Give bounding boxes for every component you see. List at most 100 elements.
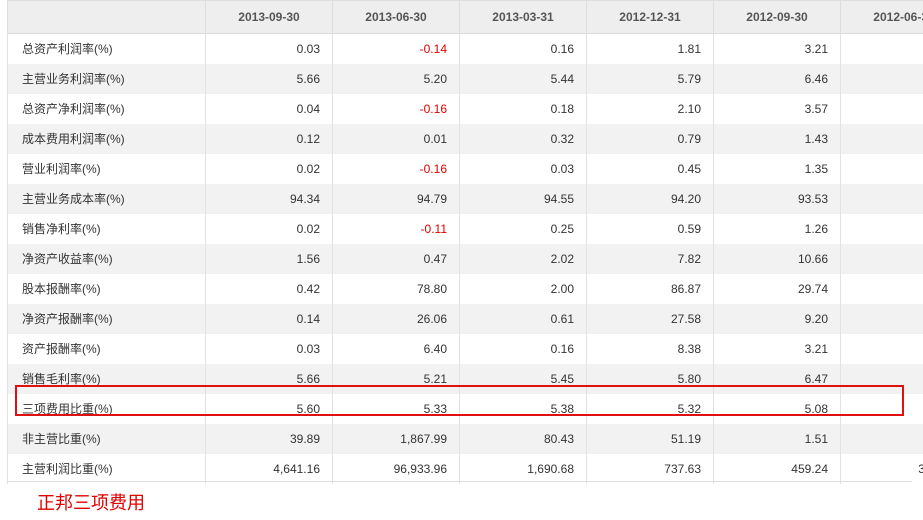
cell-value: 93.48 (840, 183, 923, 214)
table-body: 总资产利润率(%)0.03-0.140.161.813.212.52主营业务利润… (7, 33, 923, 484)
cell-value: 5.21 (332, 363, 460, 394)
cell-value: 0.42 (205, 273, 333, 304)
cell-value: 0.01 (332, 123, 460, 154)
cell-value: 5.32 (586, 393, 714, 424)
row-label: 主营业务成本率(%) (7, 183, 206, 214)
cell-value: 1.75 (840, 123, 923, 154)
header-row: 2013-09-30 2013-06-30 2013-03-31 2012-12-31… (7, 0, 923, 34)
cell-value: -0.14 (332, 33, 460, 64)
cell-value: 1.56 (205, 243, 333, 274)
cell-value: 0.59 (586, 213, 714, 244)
cell-value: 5.08 (713, 393, 841, 424)
cell-value: 2.73 (840, 93, 923, 124)
header-date: 2013-09-30 (205, 0, 333, 34)
row-label: 净资产收益率(%) (7, 243, 206, 274)
cell-value: 0.04 (205, 93, 333, 124)
row-label: 成本费用利润率(%) (7, 123, 206, 154)
cell-value: 5.33 (332, 393, 460, 424)
cell-value: 86.87 (586, 273, 714, 304)
cell-value: 5.79 (586, 63, 714, 94)
cell-value: 0.45 (586, 153, 714, 184)
table-row: 主营业务利润率(%)5.665.205.445.796.466.52 (7, 63, 923, 94)
table-row: 成本费用利润率(%)0.120.010.320.791.431.75 (7, 123, 923, 154)
cell-value: 2.52 (840, 33, 923, 64)
cell-value: 51.19 (586, 423, 714, 454)
cell-value: 0.03 (205, 333, 333, 364)
cell-value: 5.45 (459, 363, 587, 394)
cell-value: 93.53 (713, 183, 841, 214)
table-header: 2013-09-30 2013-06-30 2013-03-31 2012-12-31… (7, 0, 923, 34)
cell-value: 5.60 (205, 393, 333, 424)
cell-value: 6.47 (713, 363, 841, 394)
cell-value: 1.43 (713, 123, 841, 154)
cell-value: 0.02 (205, 153, 333, 184)
row-label: 净资产报酬率(%) (7, 303, 206, 334)
cell-value: 94.20 (586, 183, 714, 214)
cell-value: 6.46 (713, 63, 841, 94)
cell-value: 1.26 (713, 213, 841, 244)
cell-value: -0.16 (332, 93, 460, 124)
table-row: 销售毛利率(%)5.665.215.455.806.476.78 (7, 363, 923, 394)
cell-value: 0.79 (586, 123, 714, 154)
cell-value: 9.20 (713, 303, 841, 334)
cell-value: 1,867.99 (332, 423, 460, 454)
cell-value: 3.57 (713, 93, 841, 124)
cell-value: 96,933.96 (332, 453, 460, 484)
row-label: 销售净利率(%) (7, 213, 206, 244)
cell-value: 5.44 (459, 63, 587, 94)
cell-value: 0.18 (459, 93, 587, 124)
cell-value: 0.03 (459, 153, 587, 184)
table-bottom-border (7, 481, 912, 482)
table-row: 主营利润比重(%) 4,641.16 96,933.96 1,690.68 737.63… (7, 453, 923, 484)
row-label: 营业利润率(%) (7, 153, 206, 184)
cell-value: -0.16 (332, 153, 460, 184)
cell-value: 1.51 (713, 423, 841, 454)
row-label: 非主营比重(%) (7, 423, 206, 454)
cell-value: 94.55 (459, 183, 587, 214)
cell-value: 94.34 (205, 183, 333, 214)
cell-value: 0.16 (459, 333, 587, 364)
cell-value: 0.16 (459, 33, 587, 64)
cell-value: 1,690.68 (459, 453, 587, 484)
cell-value: 3.12 (840, 423, 923, 454)
cell-value: 5.80 (586, 363, 714, 394)
cell-value: 1.35 (713, 153, 841, 184)
cell-value: 94.79 (332, 183, 460, 214)
table-row: 资产报酬率(%)0.036.400.168.383.218.81 (7, 333, 923, 364)
cell-value: 23.87 (840, 303, 923, 334)
cell-value: 737.63 (586, 453, 714, 484)
row-label: 三项费用比重(%) (7, 393, 206, 424)
cell-value: 4,641.16 (205, 453, 333, 484)
header-date: 2013-06-30 (332, 0, 460, 34)
table-row: 三项费用比重(%)5.605.335.385.325.084.88 (7, 393, 923, 424)
header-date: 2013-03-31 (459, 0, 587, 34)
cell-value: 0.12 (205, 123, 333, 154)
financial-ratio-table: 2013-09-30 2013-06-30 2013-03-31 2012-12-31… (7, 0, 923, 484)
header-date: 2012-09-30 (713, 0, 841, 34)
row-label: 主营业务利润率(%) (7, 63, 206, 94)
table-row: 总资产利润率(%)0.03-0.140.161.813.212.52 (7, 33, 923, 64)
cell-value: 0.25 (459, 213, 587, 244)
cell-value: 6.40 (332, 333, 460, 364)
cell-value: 39.89 (205, 423, 333, 454)
cell-value: 29.74 (713, 273, 841, 304)
cell-value: 459.24 (713, 453, 841, 484)
cell-value: 6.52 (840, 63, 923, 94)
cell-value: 2.00 (459, 273, 587, 304)
row-label: 主营利润比重(%) (7, 453, 206, 484)
cell-value: 0.14 (205, 303, 333, 334)
row-label: 总资产净利润率(%) (7, 93, 206, 124)
cell-value: 0.47 (332, 243, 460, 274)
cell-value: 8.81 (840, 333, 923, 364)
cell-value: 5.38 (459, 393, 587, 424)
cell-value: 8.38 (586, 333, 714, 364)
cell-value: 26.06 (332, 303, 460, 334)
table-row: 总资产净利润率(%)0.04-0.160.182.103.572.73 (7, 93, 923, 124)
cell-value: 0.03 (205, 33, 333, 64)
cell-value: 4.88 (840, 393, 923, 424)
table-row: 销售净利率(%)0.02-0.110.250.591.261.59 (7, 213, 923, 244)
